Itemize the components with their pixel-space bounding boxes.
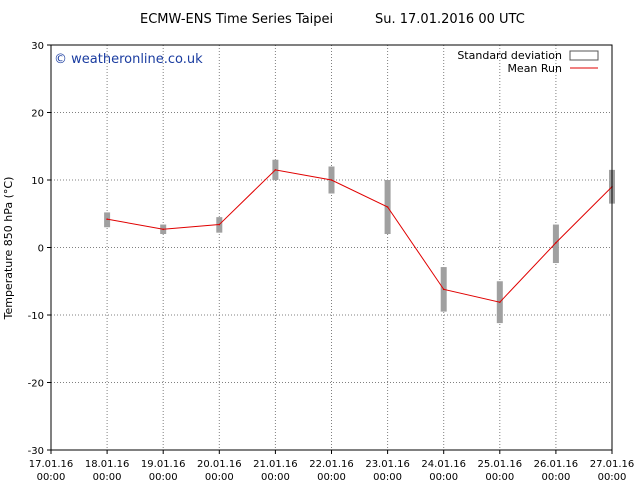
x-tick-label-date: 24.01.16	[421, 459, 466, 470]
legend-label-std: Standard deviation	[457, 49, 562, 62]
x-tick-label-date: 23.01.16	[365, 459, 410, 470]
mean-run-point	[499, 301, 501, 303]
mean-run-point	[218, 223, 221, 226]
mean-run-point	[162, 228, 164, 231]
x-tick-label-time: 00:00	[598, 472, 627, 483]
y-tick-label: -20	[28, 379, 44, 390]
x-tick-label-time: 00:00	[317, 472, 346, 483]
watermark: © weatheronline.co.uk	[54, 52, 203, 67]
axis-ticks: -30 -20 -10 0 10 20 30 17.01.16 00:00 18.01.16 00:…	[28, 41, 634, 483]
legend-label-mean: Mean Run	[507, 62, 562, 75]
mean-run-point	[106, 218, 108, 220]
x-tick-label-date: 27.01.16	[590, 459, 634, 470]
x-tick-label-time: 00:00	[485, 472, 514, 483]
mean-run-line	[107, 169, 613, 303]
x-tick-label-time: 00:00	[93, 472, 122, 483]
x-tick-label-time: 00:00	[149, 472, 178, 483]
x-tick-label-date: 20.01.16	[197, 459, 242, 470]
x-tick-label-date: 17.01.16	[29, 459, 74, 470]
x-tick-label-date: 22.01.16	[309, 459, 354, 470]
legend: Standard deviation Mean Run	[457, 49, 599, 75]
y-tick-label: 0	[38, 244, 44, 255]
x-tick-label-time: 00:00	[373, 472, 402, 483]
y-tick-label: -30	[28, 446, 44, 457]
grid	[51, 45, 612, 450]
x-tick-label-date: 18.01.16	[85, 459, 130, 470]
mean-run-series	[106, 169, 613, 303]
x-tick-label-date: 25.01.16	[478, 459, 523, 470]
x-tick-label-time: 00:00	[205, 472, 234, 483]
std-deviation-bars	[104, 159, 615, 324]
x-tick-label-time: 00:00	[37, 472, 66, 483]
chart-title: ECMW-ENS Time Series Taipei	[140, 12, 333, 27]
x-tick-label-date: 21.01.16	[253, 459, 298, 470]
std-bar	[552, 224, 559, 264]
mean-run-point	[330, 179, 333, 181]
mean-run-point	[555, 241, 557, 244]
x-tick-label-date: 26.01.16	[534, 459, 579, 470]
y-tick-label: 30	[31, 41, 44, 52]
chart-date: Su. 17.01.2016 00 UTC	[375, 12, 525, 27]
x-tick-label-time: 00:00	[429, 472, 458, 483]
y-axis-label: Temperature 850 hPa (°C)	[2, 177, 15, 321]
y-tick-label: 10	[31, 176, 44, 187]
y-tick-label: 20	[31, 109, 44, 120]
mean-run-point	[442, 288, 445, 291]
legend-swatch-std	[569, 50, 599, 61]
mean-run-point	[274, 169, 277, 171]
y-tick-label: -10	[28, 311, 44, 322]
x-tick-label-date: 19.01.16	[141, 459, 186, 470]
mean-run-point	[386, 206, 389, 208]
x-tick-label-time: 00:00	[261, 472, 290, 483]
x-tick-label-time: 00:00	[541, 472, 570, 483]
